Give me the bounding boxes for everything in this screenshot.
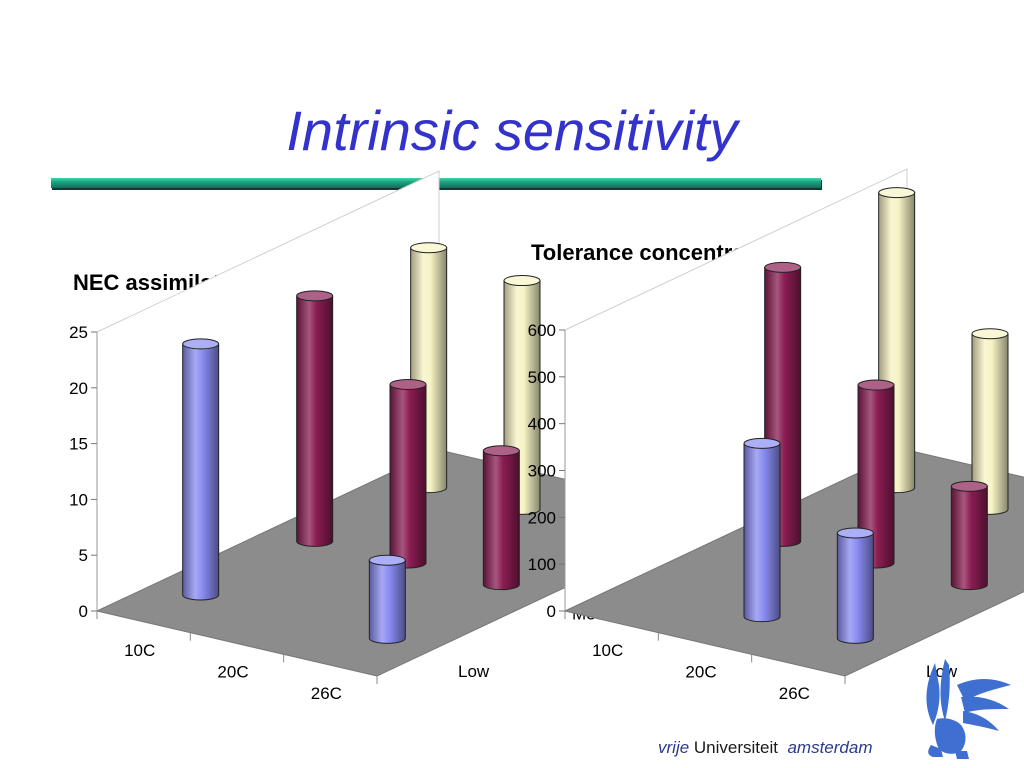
university-wordmark: vrije Universiteit amsterdam [658, 738, 872, 758]
bar-med-20C [389, 378, 427, 569]
bar-high-20C [971, 328, 1009, 515]
y-tick-label: 5 [79, 546, 88, 565]
bar-body [389, 383, 427, 569]
bar-top [950, 480, 988, 492]
bar-body [368, 559, 406, 644]
bar-top [764, 261, 802, 273]
y-tick-label: 600 [528, 321, 556, 340]
x-category-label: 20C [685, 663, 716, 682]
bar-top [296, 290, 334, 302]
bar-top [971, 328, 1009, 340]
griffin-logo-icon [926, 659, 1011, 759]
bar-med-10C [296, 290, 334, 547]
bar-top [182, 338, 220, 350]
bar-top [503, 275, 541, 287]
y-tick-label: 200 [528, 508, 556, 527]
bar-body [950, 485, 988, 591]
bar-top [743, 437, 781, 449]
x-category-label: 26C [779, 684, 810, 703]
bar-med-26C [950, 480, 988, 591]
x-category-label: 26C [311, 684, 342, 703]
y-tick-label: 25 [69, 323, 88, 342]
bar-top [410, 242, 448, 254]
y-tick-label: 300 [528, 462, 556, 481]
y-tick-label: 100 [528, 555, 556, 574]
bar-body [743, 442, 781, 623]
x-category-label: 20C [217, 663, 248, 682]
bar-body [182, 343, 220, 601]
y-tick-label: 20 [69, 379, 88, 398]
wordmark-universiteit: Universiteit [693, 738, 778, 757]
bar-low-10C [182, 338, 220, 601]
bar-body [296, 295, 334, 547]
bar-low-20C [743, 437, 781, 623]
slide-title: Intrinsic sensitivity [286, 99, 738, 162]
y-tick-label: 500 [528, 368, 556, 387]
wordmark-amsterdam: amsterdam [787, 738, 873, 757]
chart-1: 051015202510C20C26CLowMedHigh [69, 170, 721, 703]
y-tick-label: 10 [69, 490, 88, 509]
y-tick-label: 0 [79, 602, 88, 621]
x-category-label: 10C [592, 641, 623, 660]
bar-med-26C [482, 445, 520, 591]
bar-body [482, 450, 520, 591]
bar-top [836, 527, 874, 539]
depth-category-label: Low [458, 662, 490, 681]
bar-med-20C [857, 379, 895, 569]
bar-low-26C [368, 554, 406, 644]
bar-low-26C [836, 527, 874, 644]
y-tick-label: 15 [69, 435, 88, 454]
y-tick-label: 400 [528, 415, 556, 434]
bar-top [389, 378, 427, 390]
y-tick-label: 0 [547, 602, 556, 621]
bar-body [836, 532, 874, 644]
bar-top [857, 379, 895, 391]
wordmark-vrije: vrije [658, 738, 690, 757]
bar-top [368, 554, 406, 566]
chart-2: 010020030040050060010C20C26CLowMedHigh [528, 168, 1024, 703]
x-category-label: 10C [124, 641, 155, 660]
bar-top [482, 445, 520, 457]
bar-top [878, 187, 916, 199]
